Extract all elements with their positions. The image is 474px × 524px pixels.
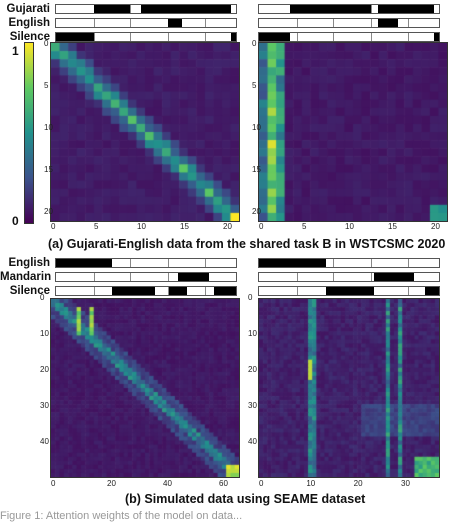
axis-tick-label: 10 [40, 329, 49, 338]
language-bar [55, 18, 237, 28]
axis-tick-label: 10 [252, 123, 261, 132]
axis-tick-label: 20 [431, 222, 440, 231]
language-segment [178, 273, 209, 281]
caption-a: (a) Gujarati-English data from the share… [48, 237, 446, 251]
axis-tick-label: 15 [180, 222, 189, 231]
axis-tick-label: 20 [107, 479, 116, 488]
axis-tick-label: 0 [248, 293, 253, 302]
label-silence-bottom: Silence [9, 285, 50, 297]
axis-tick-label: 30 [40, 401, 49, 410]
axis-tick-label: 10 [248, 329, 257, 338]
axis-tick-label: 0 [51, 479, 56, 488]
axis-tick-label: 0 [252, 39, 257, 48]
axis-tick-label: 10 [345, 222, 354, 231]
axis-tick-label: 20 [252, 207, 261, 216]
language-segment [374, 273, 414, 281]
axis-tick-label: 40 [40, 437, 49, 446]
axis-tick-label: 30 [248, 401, 257, 410]
language-bar [258, 272, 440, 282]
axis-tick-label: 40 [248, 437, 257, 446]
language-bar [55, 32, 237, 42]
axis-tick-label: 20 [248, 365, 257, 374]
language-bar [55, 258, 237, 268]
language-segment [169, 287, 188, 295]
axis-tick-label: 15 [44, 165, 53, 174]
label-silence-top: Silence [9, 31, 50, 43]
axis-tick-label: 20 [223, 222, 232, 231]
axis-tick-label: 5 [44, 81, 49, 90]
axis-tick-label: 15 [252, 165, 261, 174]
language-segment [259, 259, 326, 267]
language-segment [325, 287, 375, 295]
axis-tick-label: 15 [388, 222, 397, 231]
axis-tick-label: 0 [259, 479, 264, 488]
language-bar [55, 4, 237, 14]
language-segment [377, 5, 434, 13]
language-segment [424, 287, 439, 295]
language-bar [258, 18, 440, 28]
axis-tick-label: 10 [306, 479, 316, 488]
axis-tick-label: 0 [51, 222, 56, 231]
attention-heatmap-bottom-right [258, 298, 440, 478]
label-english-bottom: English [8, 257, 50, 269]
language-segment [289, 5, 371, 13]
language-segment [111, 287, 155, 295]
language-bar [258, 4, 440, 14]
attention-heatmap-bottom-left [50, 298, 240, 478]
language-segment [230, 33, 236, 41]
axis-tick-label: 5 [302, 222, 307, 231]
language-bar [258, 286, 440, 296]
label-mandarin: Mandarin [0, 271, 52, 283]
colorbar [24, 42, 34, 224]
axis-tick-label: 0 [259, 222, 264, 231]
language-segment [214, 287, 236, 295]
language-bar [55, 272, 237, 282]
label-english-top: English [8, 17, 50, 29]
axis-tick-label: 20 [353, 479, 363, 488]
language-bar [55, 286, 237, 296]
axis-tick-label: 0 [44, 39, 49, 48]
axis-tick-label: 60 [219, 479, 228, 488]
axis-tick-label: 20 [40, 365, 49, 374]
axis-tick-label: 0 [40, 293, 45, 302]
label-gujarati: Gujarati [6, 3, 50, 15]
attention-heatmap-top-left [50, 42, 240, 222]
language-segment [93, 5, 130, 13]
caption-b: (b) Simulated data using SEAME dataset [125, 492, 366, 506]
colorbar-max-label: 1 [12, 44, 19, 58]
axis-tick-label: 10 [44, 123, 53, 132]
language-segment [140, 5, 231, 13]
language-segment [56, 259, 112, 267]
language-bar [258, 32, 440, 42]
axis-tick-label: 10 [137, 222, 146, 231]
attention-heatmap-top-right [258, 42, 448, 222]
axis-tick-label: 20 [44, 207, 53, 216]
language-segment [433, 33, 439, 41]
language-bar [258, 258, 440, 268]
language-segment [56, 33, 94, 41]
axis-tick-label: 5 [94, 222, 99, 231]
colorbar-min-label: 0 [12, 214, 19, 228]
language-segment [167, 19, 182, 27]
axis-tick-label: 40 [163, 479, 172, 488]
language-segment [259, 33, 290, 41]
cut-off-caption-text: Figure 1: Attention weights of the model… [0, 510, 243, 522]
axis-tick-label: 30 [401, 479, 410, 488]
language-segment [377, 19, 398, 27]
axis-tick-label: 5 [252, 81, 257, 90]
